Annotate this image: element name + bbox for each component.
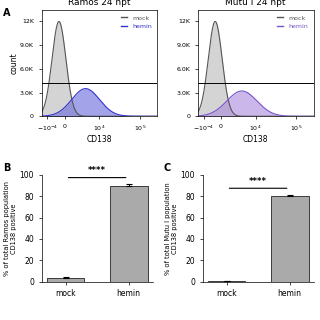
Bar	[271, 196, 308, 282]
Title: Ramos 24 hpt: Ramos 24 hpt	[68, 0, 131, 7]
Text: B: B	[3, 163, 10, 173]
X-axis label: CD138: CD138	[87, 135, 112, 144]
Bar	[47, 278, 84, 282]
X-axis label: CD138: CD138	[243, 135, 268, 144]
Legend: mock, hemin: mock, hemin	[275, 13, 310, 32]
Text: A: A	[3, 8, 11, 18]
Legend: mock, hemin: mock, hemin	[118, 13, 154, 32]
Y-axis label: % of total Mutu I population
CD138 positive: % of total Mutu I population CD138 posit…	[165, 182, 178, 275]
Bar	[208, 281, 245, 282]
Bar	[110, 186, 148, 282]
Text: ****: ****	[249, 177, 267, 186]
Text: C: C	[164, 163, 171, 173]
Y-axis label: % of total Ramos population
CD138 positive: % of total Ramos population CD138 positi…	[4, 181, 17, 276]
Y-axis label: count: count	[10, 52, 19, 74]
Text: ****: ****	[88, 166, 106, 175]
Title: Mutu I 24 hpt: Mutu I 24 hpt	[226, 0, 286, 7]
